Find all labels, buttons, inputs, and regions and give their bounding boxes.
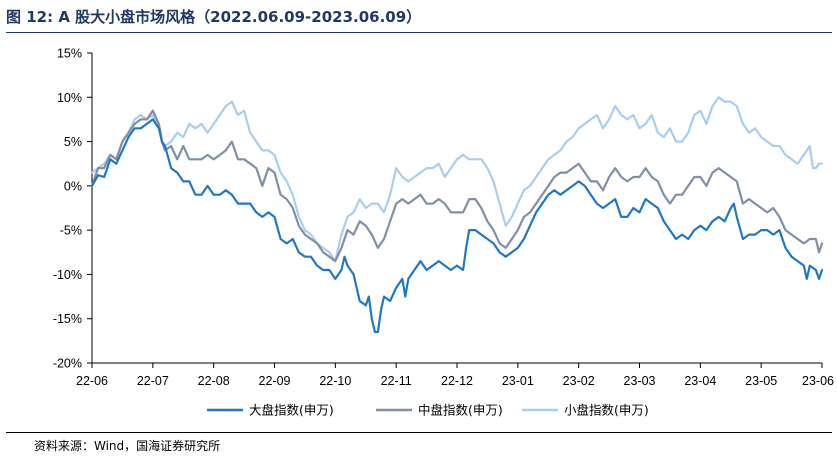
x-tick-label: 22-10: [319, 374, 351, 388]
x-tick-label: 23-05: [745, 374, 777, 388]
y-tick-label: 0%: [64, 179, 82, 193]
source-divider: [6, 432, 832, 433]
y-axis: 15% 10% 5% 0% -5% -10% -15% -20%: [53, 47, 93, 371]
x-tick-label: 22-08: [198, 374, 230, 388]
figure-title: 图 12: A 股大小盘市场风格（2022.06.09-2023.06.09）: [6, 8, 422, 26]
legend: 大盘指数(申万) 中盘指数(申万) 小盘指数(申万): [207, 403, 649, 418]
y-tick-label: 15%: [57, 47, 82, 61]
x-tick-label: 22-09: [259, 374, 291, 388]
y-tick-label: 10%: [57, 91, 82, 105]
y-tick-label: -5%: [60, 224, 82, 238]
y-tick-label: -20%: [53, 357, 82, 371]
x-axis: 22-06 22-07 22-08 22-09 22-10 22-11 22-12 23-01…: [76, 362, 834, 388]
legend-label-0: 大盘指数(申万): [249, 403, 334, 418]
series-line-1: [90, 109, 824, 263]
x-tick-label: 23-04: [684, 374, 716, 388]
x-tick-label: 22-12: [441, 374, 473, 388]
y-tick-label: -15%: [53, 312, 82, 326]
legend-label-2: 小盘指数(申万): [564, 403, 649, 418]
x-tick-label: 22-11: [381, 374, 412, 388]
x-tick-label: 22-06: [76, 374, 108, 388]
y-tick-label: -10%: [53, 268, 82, 282]
source-note: 资料来源：Wind，国海证券研究所: [34, 439, 221, 453]
y-tick-label: 5%: [64, 135, 82, 149]
title-underline: [6, 32, 832, 33]
series-layer: [90, 96, 824, 334]
x-tick-label: 23-06: [802, 374, 834, 388]
x-tick-label: 22-07: [137, 374, 169, 388]
x-tick-label: 23-03: [624, 374, 656, 388]
legend-label-1: 中盘指数(申万): [418, 403, 503, 418]
x-tick-label: 23-01: [502, 374, 534, 388]
series-line-2: [90, 96, 824, 263]
series-line-0: [90, 118, 824, 334]
x-tick-label: 23-02: [563, 374, 595, 388]
